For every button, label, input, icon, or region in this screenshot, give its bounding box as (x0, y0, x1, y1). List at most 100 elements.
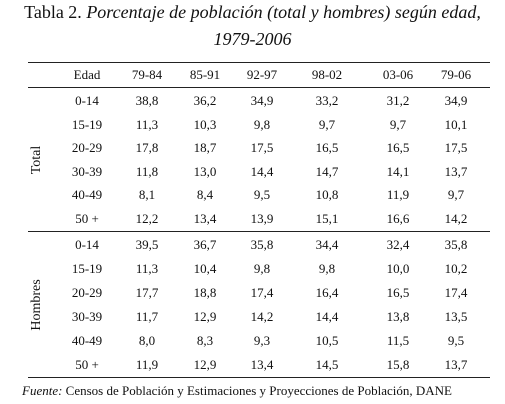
cell-value: 10,4 (193, 261, 217, 276)
cell-value: 10,3 (193, 116, 217, 132)
row-label: 15-19 (71, 116, 103, 132)
group-label: Hombres (29, 279, 44, 331)
cell-value: 13,5 (444, 309, 468, 324)
row-label: 30-39 (71, 163, 103, 179)
cell-value: 13,7 (444, 163, 468, 179)
row-label: 20-29 (71, 285, 103, 300)
row-label: 0-14 (75, 93, 99, 108)
footer: Fuente: Censos de Población y Estimacion… (22, 383, 452, 399)
cell-value: 10,5 (315, 333, 339, 348)
title-line: 1979-2006 (0, 29, 505, 50)
cell-value: 33,2 (315, 93, 339, 108)
cell-value: 17,4 (250, 285, 274, 300)
cell-value: 10,2 (444, 261, 468, 276)
cell-value: 12,9 (193, 357, 217, 372)
footer-label: Fuente: (22, 383, 63, 398)
cell-value: 16,5 (386, 140, 410, 155)
cell-value: 9,5 (253, 187, 271, 202)
cell-value: 18,7 (193, 140, 217, 155)
cell-value: 14,2 (444, 210, 468, 226)
row-label: 50 + (75, 357, 99, 372)
cell-value: 16,5 (315, 140, 339, 155)
cell-value: 15,1 (315, 210, 339, 226)
footer-text: Censos de Población y Estimaciones y Pro… (65, 383, 452, 398)
cell-value: 8,3 (196, 333, 214, 348)
column-header: 85-91 (189, 67, 221, 82)
column-header: Edad (73, 67, 101, 82)
row-label: 40-49 (71, 187, 103, 202)
cell-value: 14,1 (386, 163, 410, 179)
cell-value: 10,8 (315, 187, 339, 202)
cell-value: 9,7 (389, 116, 407, 132)
cell-value: 31,2 (386, 93, 410, 108)
cell-value: 17,5 (444, 140, 468, 155)
cell-value: 11,8 (135, 163, 159, 179)
cell-value: 11,9 (386, 187, 410, 202)
cell-value: 11,3 (135, 261, 159, 276)
column-header: 92-97 (246, 67, 278, 82)
cell-value: 34,9 (250, 93, 274, 108)
cell-value: 11,5 (386, 333, 410, 348)
cell-value: 16,4 (315, 285, 339, 300)
cell-value: 18,8 (193, 285, 217, 300)
cell-value: 12,9 (193, 309, 217, 324)
cell-value: 14,4 (250, 163, 274, 179)
cell-value: 9,7 (447, 187, 465, 202)
cell-value: 14,4 (315, 309, 339, 324)
cell-value: 39,5 (135, 237, 159, 252)
cell-value: 17,4 (444, 285, 468, 300)
row-label: 50 + (75, 210, 99, 226)
cell-value: 35,8 (250, 237, 274, 252)
cell-value: 13,9 (250, 210, 274, 226)
row-label: 15-19 (71, 261, 103, 276)
column-header: 79-84 (131, 67, 163, 82)
cell-value: 17,7 (135, 285, 159, 300)
cell-value: 8,1 (138, 187, 156, 202)
title-text: 1979-2006 (213, 29, 292, 49)
rule (28, 87, 490, 88)
row-label: 0-14 (75, 237, 99, 252)
cell-value: 9,8 (253, 116, 271, 132)
row-label: 40-49 (71, 333, 103, 348)
cell-value: 9,7 (318, 116, 336, 132)
cell-value: 13,4 (250, 357, 274, 372)
cell-value: 11,3 (135, 116, 159, 132)
row-label: 30-39 (71, 309, 103, 324)
rule (28, 62, 490, 63)
rule (28, 377, 490, 378)
cell-value: 11,9 (135, 357, 159, 372)
cell-value: 17,5 (250, 140, 274, 155)
cell-value: 35,8 (444, 237, 468, 252)
cell-value: 36,2 (193, 93, 217, 108)
cell-value: 13,0 (193, 163, 217, 179)
group-label: Total (29, 145, 44, 175)
cell-value: 38,8 (135, 93, 159, 108)
cell-value: 10,1 (444, 116, 468, 132)
cell-value: 32,4 (386, 237, 410, 252)
cell-value: 15,8 (386, 357, 410, 372)
cell-value: 16,5 (386, 285, 410, 300)
cell-value: 8,0 (138, 333, 156, 348)
row-label: 20-29 (71, 140, 103, 155)
title-text: Porcentaje de población (total y hombres… (86, 2, 481, 22)
cell-value: 9,8 (318, 261, 336, 276)
cell-value: 34,4 (315, 237, 339, 252)
cell-value: 9,5 (447, 333, 465, 348)
cell-value: 9,8 (253, 261, 271, 276)
cell-value: 16,6 (386, 210, 410, 226)
cell-value: 11,7 (135, 309, 159, 324)
cell-value: 14,7 (315, 163, 339, 179)
column-header: 79-06 (440, 67, 472, 82)
cell-value: 36,7 (193, 237, 217, 252)
cell-value: 13,7 (444, 357, 468, 372)
column-header: 98-02 (311, 67, 343, 82)
cell-value: 13,8 (386, 309, 410, 324)
cell-value: 10,0 (386, 261, 410, 276)
cell-value: 12,2 (135, 210, 159, 226)
cell-value: 14,5 (315, 357, 339, 372)
cell-value: 9,3 (253, 333, 271, 348)
cell-value: 14,2 (250, 309, 274, 324)
cell-value: 8,4 (196, 187, 214, 202)
title-label: Tabla 2. (24, 2, 82, 22)
